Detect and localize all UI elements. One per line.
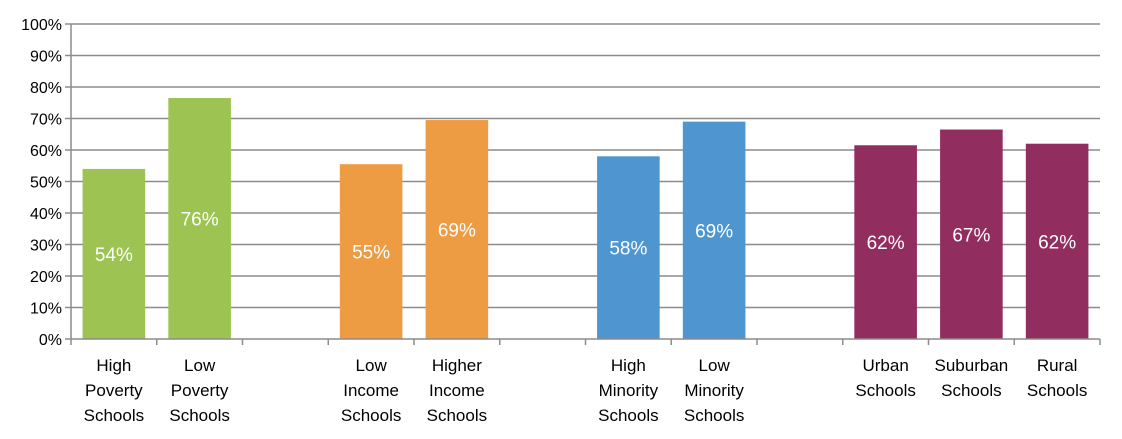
- category-labels: High Poverty Schools Low Poverty Schools Low In…: [84, 356, 1088, 425]
- category-label: Schools: [684, 406, 744, 425]
- category-label: Poverty: [171, 381, 229, 400]
- category-label: Schools: [598, 406, 658, 425]
- category-label: Low: [184, 356, 216, 375]
- data-label: 54%: [95, 245, 133, 266]
- bar: [1025, 143, 1089, 339]
- y-tick-label: 80%: [30, 80, 62, 97]
- bars: 54% 76% 55% 69% 58% 69% 62% 67% 62%: [82, 98, 1089, 340]
- category-label: High: [96, 356, 131, 375]
- bar: [940, 129, 1003, 339]
- y-tick-label: 50%: [30, 175, 62, 192]
- y-tick-label: 20%: [30, 269, 62, 286]
- category-label: Income: [343, 381, 399, 400]
- y-tick-label: 30%: [30, 238, 62, 255]
- category-label: Schools: [341, 406, 401, 425]
- bar: [425, 120, 489, 339]
- y-axis-ticks: 0% 10% 20% 30% 40% 50% 60% 70% 80% 90% 100%: [21, 17, 72, 349]
- bar: [597, 156, 660, 339]
- category-label: Schools: [855, 381, 915, 400]
- category-label: High: [611, 356, 646, 375]
- category-label: Schools: [941, 381, 1001, 400]
- y-tick-label: 40%: [30, 206, 62, 223]
- category-label: Urban: [862, 356, 908, 375]
- category-label: Schools: [1027, 381, 1087, 400]
- category-label: Schools: [427, 406, 487, 425]
- bar: [168, 98, 231, 340]
- category-label: Schools: [169, 406, 229, 425]
- data-label: 69%: [438, 221, 476, 242]
- category-label: Suburban: [935, 356, 1009, 375]
- y-tick-label: 90%: [30, 49, 62, 66]
- y-tick-label: 100%: [21, 17, 62, 34]
- y-tick-label: 70%: [30, 112, 62, 129]
- category-label: Higher: [432, 356, 482, 375]
- category-label: Income: [429, 381, 485, 400]
- data-label: 55%: [352, 243, 390, 264]
- data-label: 67%: [952, 225, 990, 246]
- y-tick-label: 10%: [30, 301, 62, 318]
- gridlines: [71, 23, 1100, 309]
- bar: [339, 164, 403, 339]
- data-label: 62%: [867, 233, 905, 254]
- category-label: Poverty: [85, 381, 143, 400]
- category-label: Low: [356, 356, 388, 375]
- bar: [854, 145, 917, 339]
- y-tick-label: 0%: [39, 332, 62, 349]
- bar: [82, 168, 146, 339]
- data-label: 58%: [609, 239, 647, 260]
- category-label: Minority: [684, 381, 744, 400]
- data-label: 69%: [695, 221, 733, 242]
- category-label: Low: [699, 356, 731, 375]
- category-label: Rural: [1037, 356, 1078, 375]
- category-label: Minority: [599, 381, 659, 400]
- data-label: 62%: [1038, 232, 1076, 253]
- category-label: Schools: [84, 406, 144, 425]
- y-tick-label: 60%: [30, 143, 62, 160]
- x-axis: [70, 338, 1101, 345]
- bar: [682, 121, 746, 340]
- data-label: 76%: [181, 210, 219, 231]
